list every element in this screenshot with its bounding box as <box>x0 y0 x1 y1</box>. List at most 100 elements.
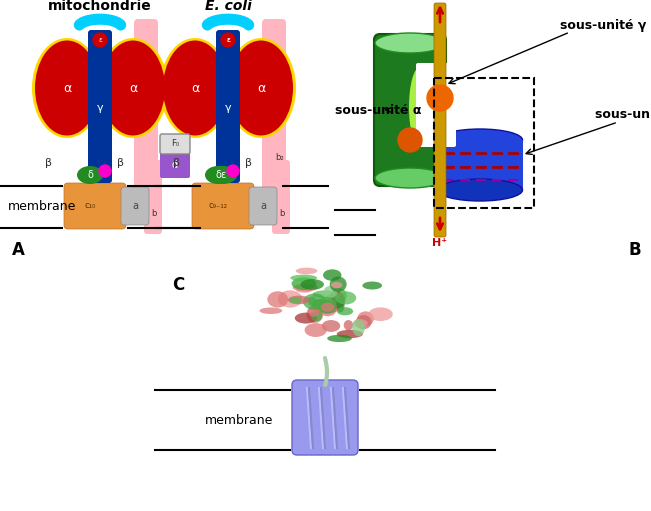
Ellipse shape <box>437 129 523 151</box>
Text: c₉₋₁₂: c₉₋₁₂ <box>208 201 227 211</box>
FancyBboxPatch shape <box>134 19 158 192</box>
Ellipse shape <box>355 315 372 329</box>
Bar <box>434 78 534 208</box>
Text: α: α <box>129 81 137 95</box>
Text: a: a <box>260 201 266 211</box>
Ellipse shape <box>77 166 103 184</box>
Text: membrane: membrane <box>205 413 273 427</box>
Text: membrane: membrane <box>8 200 76 214</box>
Text: b: b <box>151 208 157 218</box>
FancyBboxPatch shape <box>160 134 190 154</box>
Ellipse shape <box>409 67 431 147</box>
Ellipse shape <box>368 308 393 321</box>
Ellipse shape <box>437 179 523 201</box>
Ellipse shape <box>324 294 342 309</box>
Ellipse shape <box>209 166 237 184</box>
FancyBboxPatch shape <box>438 140 523 190</box>
FancyBboxPatch shape <box>434 3 446 237</box>
Ellipse shape <box>331 288 347 302</box>
Text: d: d <box>172 160 178 170</box>
Text: γ: γ <box>97 103 104 113</box>
Text: b: b <box>279 208 284 218</box>
Text: γ: γ <box>225 103 231 113</box>
Circle shape <box>398 128 422 152</box>
Ellipse shape <box>318 299 336 314</box>
Ellipse shape <box>321 303 334 312</box>
FancyBboxPatch shape <box>88 30 112 183</box>
Text: a: a <box>132 201 138 211</box>
FancyBboxPatch shape <box>416 63 456 147</box>
Text: F₀: F₀ <box>171 140 179 149</box>
Ellipse shape <box>303 293 327 310</box>
Circle shape <box>227 165 239 177</box>
Ellipse shape <box>293 284 318 291</box>
Ellipse shape <box>160 38 230 138</box>
FancyBboxPatch shape <box>249 187 277 225</box>
Ellipse shape <box>335 291 356 305</box>
Text: β: β <box>245 158 251 168</box>
Text: sous-unité α: sous-unité α <box>335 104 421 117</box>
Text: mitochondrie: mitochondrie <box>48 0 152 13</box>
Ellipse shape <box>32 38 102 138</box>
FancyBboxPatch shape <box>64 183 126 229</box>
Ellipse shape <box>312 290 338 298</box>
Circle shape <box>221 33 235 47</box>
Text: α: α <box>191 81 199 95</box>
Ellipse shape <box>317 298 333 309</box>
FancyBboxPatch shape <box>272 160 290 234</box>
Text: E. coli: E. coli <box>204 0 251 13</box>
Text: ε: ε <box>226 37 230 43</box>
Ellipse shape <box>295 313 317 323</box>
Ellipse shape <box>101 40 165 135</box>
Text: sous-unité γ: sous-unité γ <box>560 18 646 32</box>
Text: A: A <box>12 241 25 259</box>
Text: δ: δ <box>87 170 93 180</box>
Text: α: α <box>63 81 71 95</box>
Ellipse shape <box>353 319 368 328</box>
FancyBboxPatch shape <box>192 183 254 229</box>
Ellipse shape <box>290 274 317 281</box>
Text: sous-unité c: sous-unité c <box>595 108 651 122</box>
Ellipse shape <box>331 282 342 288</box>
Ellipse shape <box>288 296 310 304</box>
Ellipse shape <box>307 306 324 323</box>
Ellipse shape <box>312 299 326 311</box>
Ellipse shape <box>268 291 288 308</box>
FancyBboxPatch shape <box>160 152 190 178</box>
Text: β: β <box>117 158 124 168</box>
Ellipse shape <box>163 40 227 135</box>
Text: δ: δ <box>215 170 221 180</box>
FancyBboxPatch shape <box>374 34 446 186</box>
Ellipse shape <box>205 166 231 184</box>
Ellipse shape <box>278 290 303 308</box>
Ellipse shape <box>322 320 340 332</box>
FancyBboxPatch shape <box>262 19 286 192</box>
FancyBboxPatch shape <box>292 380 358 455</box>
Ellipse shape <box>301 279 324 290</box>
Circle shape <box>93 33 107 47</box>
Ellipse shape <box>363 282 382 290</box>
Circle shape <box>99 165 111 177</box>
Ellipse shape <box>344 320 353 330</box>
Ellipse shape <box>324 286 338 298</box>
Text: B: B <box>629 241 641 259</box>
FancyBboxPatch shape <box>216 30 240 183</box>
Ellipse shape <box>226 38 296 138</box>
Ellipse shape <box>337 330 363 338</box>
Ellipse shape <box>375 168 445 188</box>
Ellipse shape <box>319 303 337 316</box>
Ellipse shape <box>296 287 312 293</box>
Text: C: C <box>172 276 184 294</box>
Ellipse shape <box>292 277 316 290</box>
Ellipse shape <box>260 308 283 314</box>
Ellipse shape <box>323 269 342 281</box>
Text: b₂: b₂ <box>275 153 284 162</box>
Ellipse shape <box>308 306 320 317</box>
Ellipse shape <box>320 304 339 313</box>
Ellipse shape <box>337 296 344 313</box>
Ellipse shape <box>35 40 99 135</box>
Ellipse shape <box>296 268 318 274</box>
Ellipse shape <box>352 319 365 336</box>
Text: ε: ε <box>220 170 226 180</box>
Ellipse shape <box>375 33 445 53</box>
